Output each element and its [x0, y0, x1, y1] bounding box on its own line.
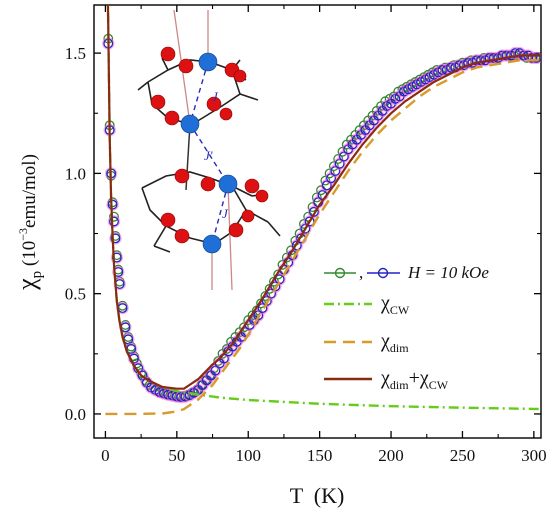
- legend-sum-sub2: CW: [429, 378, 449, 392]
- legend-entry-dim: χdim: [324, 330, 409, 355]
- y-tick-label: 1.5: [65, 44, 86, 63]
- data-point-highlight: [496, 49, 509, 62]
- y-axis-title-sym: χ: [12, 278, 41, 291]
- data-point-highlight: [483, 51, 496, 65]
- legend-entry-markers: , H = 10 kOe: [324, 263, 489, 282]
- dim-curve: [105, 59, 541, 416]
- svg-text:χdim+χCW: χdim+χCW: [380, 367, 449, 392]
- x-tick-label: 250: [450, 446, 476, 465]
- inset-oxygen-atoms: [150, 46, 269, 244]
- legend-sum-mid: +χ: [409, 367, 429, 389]
- data-point: [531, 52, 541, 63]
- legend-dim-sym: χ: [380, 330, 390, 352]
- inset-molecule-structure: J J' J: [137, 9, 281, 291]
- legend-entry-sum: χdim+χCW: [324, 367, 449, 392]
- y-axis-title-sup: −3: [16, 228, 30, 241]
- legend-sum-sym: χ: [380, 367, 390, 389]
- legend-sum-sub: dim: [390, 378, 409, 392]
- inset-metal-atoms: [180, 52, 238, 254]
- data-point: [109, 211, 119, 222]
- data-point-highlight: [162, 388, 175, 401]
- data-point: [109, 216, 119, 227]
- legend: , H = 10 kOe χCW χdim χdim+χCW: [324, 263, 489, 392]
- legend-cw-sub: CW: [390, 303, 410, 317]
- x-tick-label: 100: [235, 446, 261, 465]
- y-tick-label: 0.0: [65, 405, 86, 424]
- svg-text:χdim: χdim: [380, 330, 409, 355]
- data-point-highlight: [526, 51, 539, 65]
- x-tick-label: 200: [378, 446, 404, 465]
- sum-curve: [106, 5, 541, 390]
- data-point: [110, 233, 121, 244]
- data-point-highlight: [109, 232, 122, 245]
- legend-dim-sub: dim: [390, 341, 409, 355]
- data-point-highlight: [113, 277, 126, 291]
- y-axis-title-open: (10: [19, 241, 40, 271]
- plot-frame: [93, 4, 542, 439]
- data-point-highlight: [112, 265, 125, 279]
- y-tick-label: 1.0: [65, 164, 86, 183]
- svg-text:χCW: χCW: [380, 292, 410, 317]
- axis-tick-labels: 0 50 100 150 200 250 300 0.0 0.5 1.0 1.5: [65, 44, 547, 465]
- inset-label-j-prime: J': [204, 148, 213, 163]
- x-tick-label: 150: [307, 446, 333, 465]
- y-tick-label: 0.5: [65, 285, 86, 304]
- data-point-highlight: [470, 54, 483, 67]
- y-axis-title: χp (10−3emu/mol): [12, 154, 45, 291]
- x-axis-title: T (K): [290, 483, 345, 508]
- data-point-highlight: [530, 51, 541, 65]
- inset-label-j-bottom: J: [222, 206, 229, 221]
- data-point-highlight: [110, 251, 124, 264]
- axis-ticks: [94, 5, 541, 438]
- legend-entry-cw: χCW: [324, 292, 410, 317]
- y-axis-title-close: emu/mol): [19, 154, 40, 228]
- y-axis-title-sub: p: [29, 271, 45, 279]
- inset-links: [173, 9, 233, 291]
- legend-label-h: H = 10 kOe: [407, 263, 489, 282]
- x-tick-label: 300: [521, 446, 547, 465]
- x-tick-label: 0: [101, 446, 110, 465]
- legend-cw-sym: χ: [380, 292, 390, 314]
- x-tick-label: 50: [168, 446, 185, 465]
- data-point-highlight: [107, 215, 121, 228]
- legend-comma: ,: [359, 263, 363, 282]
- inset-label-j-top: J: [212, 89, 219, 104]
- data-point: [304, 216, 315, 227]
- data-point-highlight: [174, 390, 188, 404]
